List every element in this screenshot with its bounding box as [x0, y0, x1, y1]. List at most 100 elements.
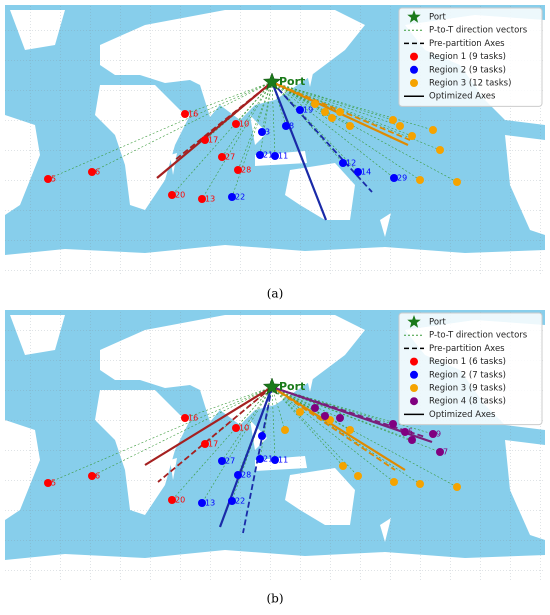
task-label: 22: [235, 497, 245, 506]
legend-port: [407, 10, 421, 23]
direction-vector: [221, 81, 273, 158]
task-point: [321, 108, 329, 116]
legend-marker: [410, 384, 418, 392]
legend-box: [398, 7, 543, 107]
task-label: 13: [205, 195, 215, 204]
legend-label: Pre-partition Axes: [429, 344, 505, 354]
task-point: [44, 479, 52, 487]
task-point: [228, 497, 236, 505]
task-point: [436, 448, 444, 456]
task-point: [436, 146, 444, 154]
optimized-axis: [270, 81, 328, 221]
legend-label: Region 3 (9 tasks): [429, 384, 506, 394]
task-point: [168, 191, 176, 199]
task-label: 27: [225, 153, 235, 162]
task-point: [389, 420, 397, 428]
task-point: [339, 462, 347, 470]
task-point: [416, 176, 424, 184]
direction-vector: [271, 386, 331, 421]
task-point: [88, 168, 96, 176]
direction-vector: [271, 81, 344, 164]
task-point: [232, 120, 240, 128]
task-point: [198, 499, 206, 507]
legend-label: P-to-T direction vectors: [429, 26, 528, 36]
legend-marker: [410, 52, 418, 61]
task-point: [281, 426, 289, 434]
task-point: [408, 436, 416, 444]
direction-vector: [171, 386, 273, 501]
task-label: 17: [208, 440, 218, 449]
legend-marker: [410, 370, 418, 379]
task-point: [336, 108, 344, 116]
direction-vector: [271, 386, 395, 483]
task-label: 20: [175, 191, 185, 200]
pre-partition-axis: [271, 81, 373, 193]
task-point: [401, 428, 409, 436]
task-label: 14: [361, 168, 371, 177]
task-point: [218, 457, 226, 465]
task-point: [88, 472, 96, 480]
legend-label: Port: [429, 318, 447, 328]
task-label: 27: [225, 457, 235, 466]
task-point: [321, 412, 329, 420]
optimized-axis: [156, 81, 273, 179]
legend-marker: [410, 397, 418, 406]
task-label: 5: [51, 175, 56, 184]
task-label: 29: [397, 174, 407, 183]
port-marker: [262, 377, 282, 395]
task-point: [232, 424, 240, 432]
legend-marker: [410, 357, 418, 366]
task-point: [408, 132, 416, 140]
direction-vector: [271, 81, 276, 157]
legend-box: [398, 312, 543, 426]
task-point: [346, 426, 354, 434]
direction-vector: [184, 81, 273, 115]
legend-label: Optimized Axes: [429, 92, 496, 102]
legend-label: Port: [429, 13, 447, 23]
task-label: 19: [303, 106, 313, 115]
task-point: [354, 168, 362, 176]
optimized-axis: [218, 386, 274, 528]
legend-label: Region 3 (12 tasks): [429, 79, 511, 89]
task-point: [339, 159, 347, 167]
task-point: [201, 440, 209, 448]
direction-vector: [271, 386, 344, 467]
direction-vector: [47, 386, 273, 484]
task-label: 16: [188, 414, 198, 423]
task-point: [218, 153, 226, 161]
direction-vector: [171, 81, 273, 196]
direction-vector: [271, 386, 286, 431]
direction-vector: [221, 386, 273, 462]
port-label: Port: [279, 380, 305, 393]
task-point: [234, 471, 242, 479]
optimized-axis: [144, 386, 273, 466]
direction-vector: [271, 386, 458, 488]
task-point: [282, 122, 290, 130]
legend-marker: [410, 65, 418, 74]
legend-label: Region 2 (7 tasks): [429, 370, 506, 380]
task-label: 11: [278, 456, 288, 465]
task-label: 20: [175, 496, 185, 505]
task-point: [296, 106, 304, 114]
direction-vector: [201, 386, 273, 504]
task-label: 7: [443, 448, 448, 457]
task-label: 11: [278, 152, 288, 161]
task-point: [328, 114, 336, 122]
task-point: [429, 430, 437, 438]
direction-vector: [271, 81, 401, 127]
direction-vector: [47, 81, 273, 180]
direction-vector: [271, 81, 395, 179]
direction-vector: [271, 386, 359, 477]
direction-vector: [271, 81, 394, 121]
direction-vector: [271, 81, 413, 137]
legend-label: Optimized Axes: [429, 410, 496, 420]
task-point: [390, 478, 398, 486]
task-point: [168, 496, 176, 504]
task-point: [271, 456, 279, 464]
pre-partition-axis: [157, 386, 273, 483]
task-point: [228, 193, 236, 201]
legend-label: Region 1 (9 tasks): [429, 52, 506, 62]
task-point: [256, 455, 264, 463]
task-point: [346, 122, 354, 130]
